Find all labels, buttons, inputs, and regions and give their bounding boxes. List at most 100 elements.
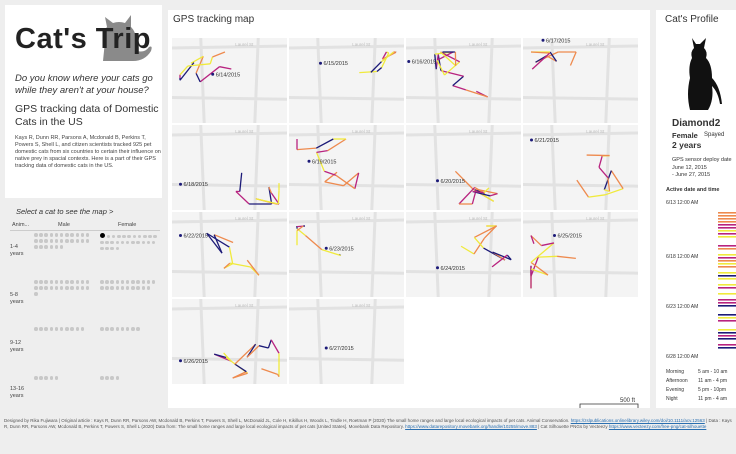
cat-dot[interactable] [44,233,48,237]
cat-dot[interactable] [136,327,140,331]
cat-dot[interactable] [34,280,38,284]
cat-dot[interactable] [106,234,111,238]
cat-dot[interactable] [146,240,151,244]
cat-dot[interactable] [80,286,85,290]
cat-dot[interactable] [44,239,48,243]
cat-dot[interactable] [137,234,142,238]
article-link[interactable]: https://zslpublications.onlinelibrary.wi… [570,418,705,423]
cat-dot[interactable] [59,245,64,249]
silhouette-link[interactable]: https://www.vecteezy.com/free-png/cat-si… [608,424,707,429]
cat-dot[interactable] [110,246,114,250]
cat-dot[interactable] [153,234,157,238]
cat-dot[interactable] [100,327,104,331]
cat-dot[interactable] [110,286,114,290]
cat-dot[interactable] [65,327,69,331]
cat-dot[interactable] [59,280,64,284]
cat-dot[interactable] [70,327,74,331]
cat-dot[interactable] [65,233,69,237]
cat-dot[interactable] [80,239,85,243]
cat-dot[interactable] [100,233,105,238]
cat-dot[interactable] [131,280,135,284]
cat-dot[interactable] [110,376,114,380]
cat-dot[interactable] [105,240,109,244]
cat-dot[interactable] [115,246,120,250]
cat-dot[interactable] [100,286,104,290]
cat-dot[interactable] [54,327,59,331]
cat-dot[interactable] [85,239,90,243]
cat-dot[interactable] [39,327,43,331]
cat-dot[interactable] [70,286,74,290]
cat-dot[interactable] [59,286,64,290]
cat-dot[interactable] [110,327,114,331]
cat-dot[interactable] [39,280,43,284]
cat-dot[interactable] [120,240,125,244]
cat-dot[interactable] [75,239,79,243]
cat-dot[interactable] [125,286,130,290]
cat-dot[interactable] [44,286,48,290]
cat-dot[interactable] [65,239,69,243]
cat-dot[interactable] [125,327,130,331]
cat-dot[interactable] [54,280,59,284]
cat-dot[interactable] [54,245,59,249]
cat-dot[interactable] [110,240,114,244]
cat-dot[interactable] [54,286,59,290]
cat-dot[interactable] [75,286,79,290]
cat-dot[interactable] [132,234,137,238]
cat-dot[interactable] [115,286,120,290]
cat-dot[interactable] [131,286,135,290]
cat-dot[interactable] [136,286,140,290]
cat-dot[interactable] [146,280,151,284]
cat-dot[interactable] [105,246,109,250]
cat-dot[interactable] [44,327,48,331]
cat-dot[interactable] [100,376,104,380]
cat-dot[interactable] [141,280,145,284]
cat-dot[interactable] [39,376,43,380]
cat-dot[interactable] [80,233,85,237]
cat-dot[interactable] [80,327,85,331]
cat-dot[interactable] [59,239,64,243]
cat-dot[interactable] [34,292,38,296]
cat-dot[interactable] [49,239,54,243]
cat-dot[interactable] [120,286,125,290]
cat-dot[interactable] [115,280,120,284]
gps-map-panel[interactable]: GPS tracking map Laurel St 6/14/2015 Laure… [168,10,650,408]
cat-dot[interactable] [141,240,145,244]
cat-dot[interactable] [131,327,135,331]
cat-dot[interactable] [49,286,54,290]
cat-dot[interactable] [125,280,130,284]
cat-dot[interactable] [111,234,116,238]
cat-dot[interactable] [125,240,130,244]
cat-dot[interactable] [100,240,104,244]
cat-dot[interactable] [44,245,48,249]
cat-dot[interactable] [54,233,59,237]
cat-dot[interactable] [115,327,120,331]
cat-dot[interactable] [105,286,109,290]
cat-dot[interactable] [141,286,145,290]
cat-dot[interactable] [110,280,114,284]
cat-dot[interactable] [115,376,120,380]
cat-dot[interactable] [100,280,104,284]
cat-dot[interactable] [49,376,54,380]
cat-dot[interactable] [49,245,54,249]
data-link[interactable]: https://www.datarepository.movebank.org/… [405,424,537,429]
cat-dot[interactable] [39,239,43,243]
cat-dot[interactable] [151,280,156,284]
cat-dot[interactable] [59,327,64,331]
cat-dot[interactable] [151,240,156,244]
cat-dot[interactable] [54,376,59,380]
cat-dot[interactable] [44,376,48,380]
cat-dot[interactable] [34,233,38,237]
cat-dot[interactable] [75,233,79,237]
cat-dot[interactable] [75,280,79,284]
cat-dot[interactable] [120,327,125,331]
cat-dot[interactable] [75,327,79,331]
cat-dot[interactable] [34,239,38,243]
cat-dot[interactable] [146,286,151,290]
cat-dot[interactable] [70,280,74,284]
cat-dot[interactable] [105,327,109,331]
cat-dot[interactable] [49,233,54,237]
cat-dot[interactable] [44,280,48,284]
cat-dot[interactable] [85,286,90,290]
cat-dot[interactable] [34,376,38,380]
cat-dot[interactable] [39,233,43,237]
